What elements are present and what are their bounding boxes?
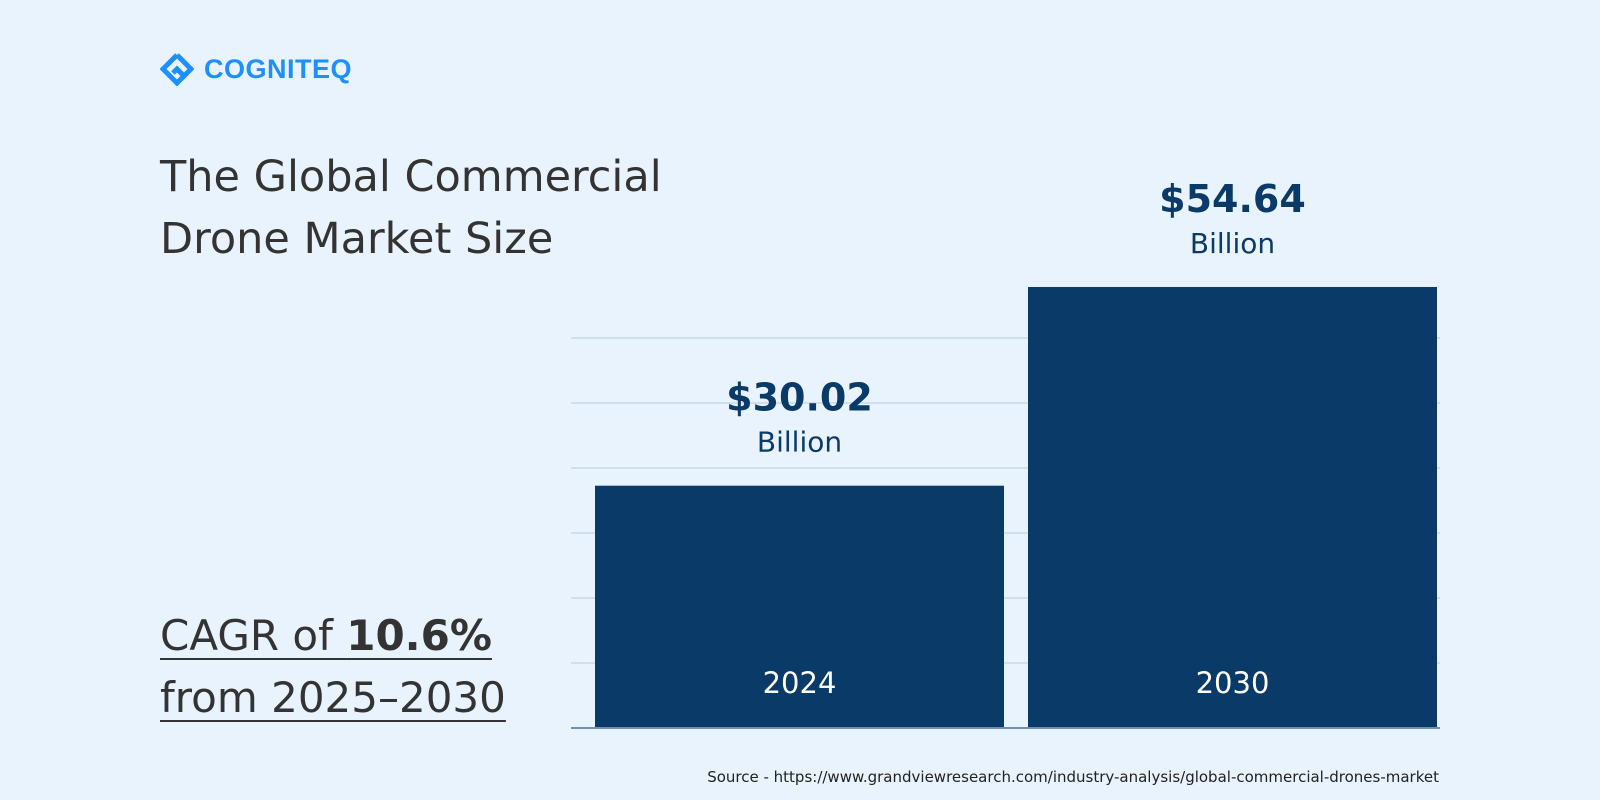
unit-label: Billion <box>1190 227 1275 260</box>
cagr-period: from 2025–2030 <box>160 673 506 722</box>
category-label: 2030 <box>1196 666 1270 700</box>
unit-label: Billion <box>757 426 842 459</box>
brand-name: COGNITEQ <box>204 53 353 84</box>
title-line-2: Drone Market Size <box>160 214 554 264</box>
brand-logo: COGNITEQ <box>160 52 352 86</box>
bar-2030 <box>1028 287 1437 728</box>
cagr-prefix: CAGR of <box>160 611 347 660</box>
source-citation: Source - https://www.grandviewresearch.c… <box>707 768 1439 786</box>
data-label: $30.02 <box>726 376 873 420</box>
title-line-1: The Global Commercial <box>160 152 662 202</box>
cagr-line-1: CAGR of 10.6% <box>160 611 492 660</box>
cogniteq-logo-icon <box>160 53 194 86</box>
data-label: $54.64 <box>1159 177 1306 221</box>
cagr-statement: CAGR of 10.6% from 2025–2030 <box>160 605 506 729</box>
category-label: 2024 <box>763 666 837 700</box>
page-title: The Global Commercial Drone Market Size <box>160 146 662 270</box>
bar-2024 <box>595 485 1004 728</box>
cagr-value: 10.6% <box>346 611 492 660</box>
